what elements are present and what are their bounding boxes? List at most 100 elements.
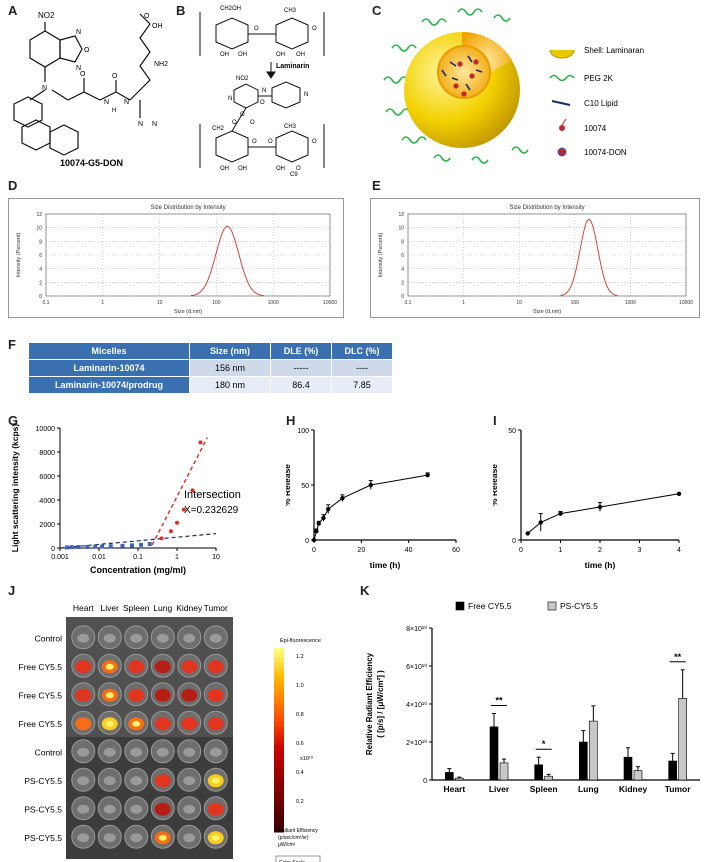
fluorescence-signal xyxy=(207,688,224,702)
data-point xyxy=(316,521,321,526)
radiant-efficiency-chart-k: 0 2×10¹⁰ 4×10¹⁰ 6×10¹⁰ 8×10¹⁰ Heart Liver Splee… xyxy=(365,601,700,794)
color-scale-segment xyxy=(274,726,284,732)
organ-shape xyxy=(130,776,143,786)
color-scale-segment xyxy=(274,799,284,805)
atom-label: C9 xyxy=(290,172,298,178)
blue-point xyxy=(64,545,69,550)
legend-swatch xyxy=(455,601,465,611)
red-point xyxy=(181,507,186,512)
color-scale-segment xyxy=(274,698,284,704)
organ-shape xyxy=(103,833,116,843)
bar xyxy=(445,772,454,781)
prodrug-icon xyxy=(557,147,567,157)
fluorescence-signal xyxy=(207,660,224,674)
organ-shape xyxy=(130,833,143,843)
bar xyxy=(623,756,633,781)
x-tick-label: Spleen xyxy=(530,784,558,794)
y-axis-label: Intensity (Percent) xyxy=(378,233,384,278)
red-fit-line xyxy=(151,437,208,546)
y-tick-label: 2×10¹⁰ xyxy=(406,739,427,747)
organ-shape xyxy=(77,747,90,757)
organ-shape xyxy=(77,833,90,843)
size-distribution-curve xyxy=(560,219,618,296)
y-tick-label: 6×10¹⁰ xyxy=(406,663,427,671)
micelle-schematic: Shell: Laminaran PEG 2K C10 Lipid 10074 … xyxy=(383,8,644,164)
color-scale-tick: 0.6 xyxy=(296,741,304,747)
x-tick-label: 0.1 xyxy=(133,554,143,561)
data-point xyxy=(368,482,373,488)
fluorescence-signal xyxy=(75,688,92,702)
atom-label: O xyxy=(254,26,259,32)
atom-label: O xyxy=(252,139,257,145)
color-scale-segment xyxy=(274,657,284,663)
blue-point xyxy=(85,544,90,549)
panel-label-d: D xyxy=(8,178,18,193)
x-tick-label: 0.001 xyxy=(51,554,69,561)
color-scale-title: Epi-fluorescence xyxy=(280,638,321,644)
atom-label: O xyxy=(144,13,150,20)
row-label: Control xyxy=(35,633,63,643)
y-tick-label: 6 xyxy=(39,253,42,259)
color-scale-segment xyxy=(274,758,284,764)
significance-label: * xyxy=(542,739,546,749)
bar xyxy=(633,770,643,781)
x-tick-label: 1 xyxy=(175,554,179,561)
row-label: PS-CY5.5 xyxy=(24,776,62,786)
organ-shape xyxy=(156,747,169,757)
color-scale-unit: (p/sec/cm²/sr) xyxy=(278,835,309,841)
color-scale-segment xyxy=(274,707,284,713)
atom-label: NO2 xyxy=(236,76,249,82)
column-label: Kidney xyxy=(176,603,203,613)
bar xyxy=(579,741,588,781)
panel-label-k: K xyxy=(360,583,370,598)
color-scale-segment xyxy=(274,703,284,709)
micelle-table: Micelles Size (nm) DLE (%) DLC (%) Lamin… xyxy=(28,342,393,394)
atom-label: O xyxy=(232,120,237,126)
peg-chains xyxy=(383,8,529,164)
organ-shape xyxy=(183,776,196,786)
legend-label: 10074 xyxy=(584,124,607,133)
y-tick-label: 10 xyxy=(36,226,42,232)
y-tick-label: 8000 xyxy=(39,450,55,457)
organ-shape xyxy=(156,633,169,643)
color-scale-segment xyxy=(274,753,284,759)
y-axis-label: % Release xyxy=(493,464,499,506)
column-label: Lung xyxy=(153,603,172,613)
plot-area xyxy=(45,213,331,297)
color-scale-segment xyxy=(274,694,284,700)
x-axis-label: Size (d.nm) xyxy=(533,309,561,315)
organ-shape xyxy=(77,804,90,814)
y-tick-label: 10000 xyxy=(36,426,56,433)
red-point xyxy=(190,488,195,493)
significance-label: ** xyxy=(674,652,682,662)
y-tick-label: 100 xyxy=(297,428,309,435)
table-cell: Laminarin-10074 xyxy=(28,359,190,377)
arrow-label: Laminarin xyxy=(276,63,309,70)
release-chart-h: 0 50 100 0 20 40 60 time (h) % Release xyxy=(286,428,460,570)
data-point xyxy=(525,531,530,536)
color-scale-segment xyxy=(274,648,284,654)
color-scale-segment xyxy=(274,740,284,746)
organ-shape xyxy=(209,747,222,757)
atom-label: N xyxy=(152,121,157,128)
coil-icon xyxy=(549,74,575,82)
panel-label-a: A xyxy=(8,3,18,18)
column-label: Spleen xyxy=(123,603,150,613)
x-tick-label: Kidney xyxy=(619,784,648,794)
fluorescence-signal xyxy=(181,717,198,731)
blue-point xyxy=(108,544,113,549)
atom-label: N xyxy=(76,29,81,36)
color-scale-segment xyxy=(274,804,284,810)
color-scale-info: Color Scale xyxy=(279,860,305,862)
organ-shape xyxy=(77,776,90,786)
size-distribution-curve xyxy=(190,225,264,297)
y-tick-label: 12 xyxy=(36,212,42,218)
organ-shape xyxy=(130,747,143,757)
atom-label: N xyxy=(304,92,308,98)
bar xyxy=(499,762,509,781)
panel-label-c: C xyxy=(372,3,382,18)
fluorescence-hotspot xyxy=(105,663,114,670)
bar xyxy=(668,760,677,781)
x-tick-label: 60 xyxy=(452,547,460,554)
atom-label: N xyxy=(104,99,109,106)
